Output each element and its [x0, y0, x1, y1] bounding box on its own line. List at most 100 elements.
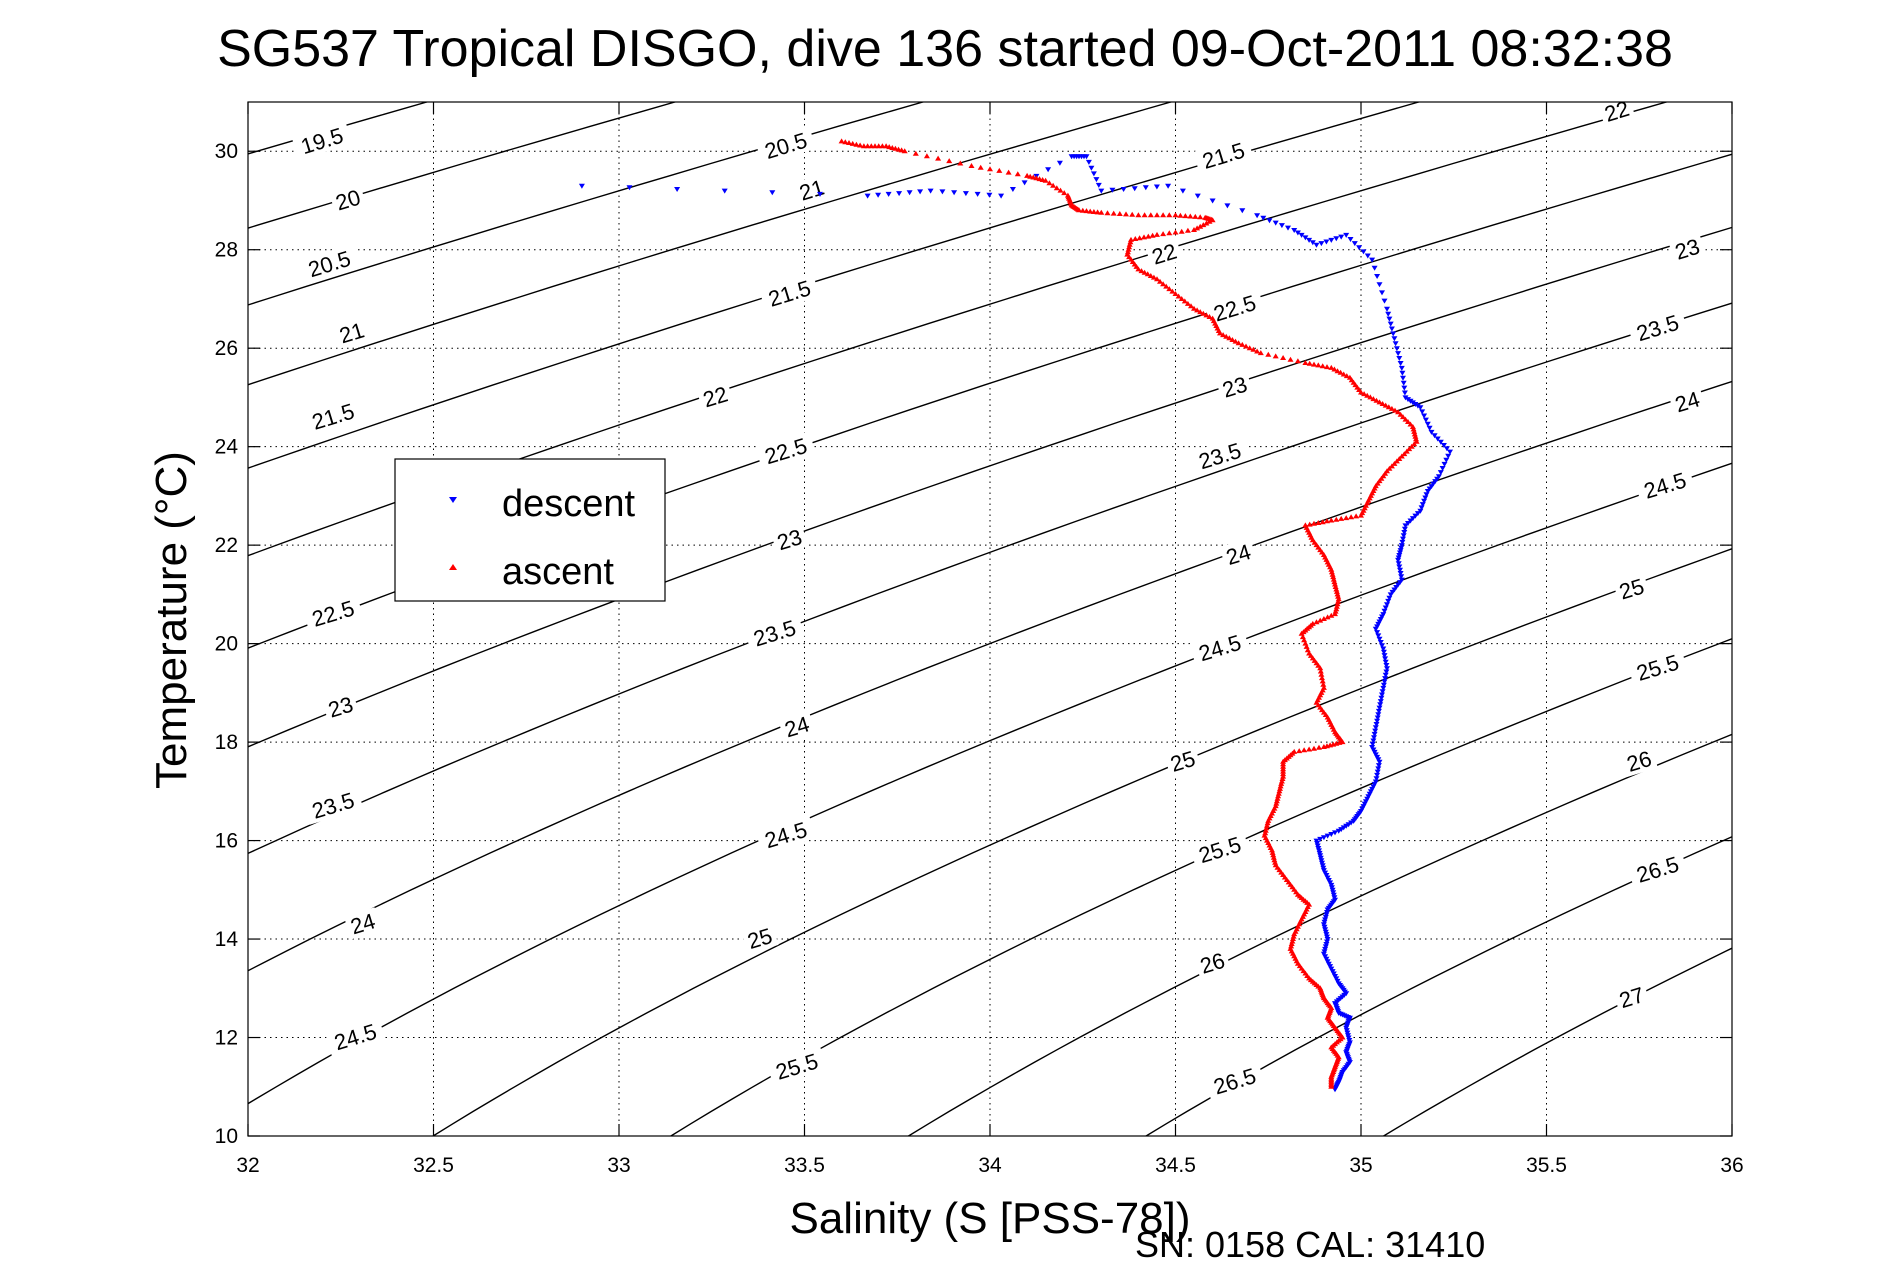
ascent-point — [1264, 822, 1270, 828]
descent-point — [1056, 160, 1063, 166]
descent-point — [1324, 833, 1331, 839]
ascent-point — [1379, 401, 1386, 406]
density-contour-label: 22.5 — [755, 430, 816, 471]
descent-point — [1423, 492, 1430, 498]
contour-label-backing — [755, 814, 816, 855]
descent-point — [1083, 154, 1090, 160]
descent-point — [1239, 208, 1246, 214]
descent-point — [1009, 187, 1016, 192]
descent-point — [1400, 536, 1406, 542]
ascent-point — [1187, 213, 1194, 219]
ascent-point — [1160, 212, 1167, 218]
descent-point — [1395, 557, 1402, 563]
descent-point — [927, 188, 934, 194]
ascent-point — [1311, 745, 1317, 751]
descent-point — [1320, 835, 1327, 841]
descent-point — [1375, 708, 1382, 714]
descent-point — [1382, 659, 1389, 665]
descent-point — [1376, 636, 1383, 642]
ascent-point — [1274, 795, 1281, 801]
ascent-point — [1319, 363, 1326, 369]
descent-point — [1401, 526, 1408, 532]
descent-point — [1333, 236, 1340, 242]
ascent-point — [1294, 358, 1301, 364]
descent-point — [1409, 400, 1416, 406]
ascent-point — [838, 138, 845, 144]
descent-point — [1400, 533, 1407, 539]
descent-point — [1379, 689, 1386, 695]
descent-point — [1095, 182, 1102, 188]
ascent-point — [1149, 232, 1156, 238]
contour-label-backing — [755, 125, 816, 166]
ascent-point — [1328, 517, 1335, 523]
descent-point — [1386, 595, 1393, 601]
ascent-point — [1315, 362, 1322, 368]
descent-point — [1165, 183, 1172, 189]
ascent-point — [846, 140, 852, 145]
descent-point — [885, 191, 892, 197]
ascent-point — [1229, 337, 1236, 342]
y-axis-label: Temperature (°C) — [147, 451, 196, 789]
descent-point — [1364, 253, 1371, 259]
ascent-point — [1311, 520, 1317, 526]
descent-point — [1098, 188, 1105, 194]
ascent-point — [1335, 593, 1342, 599]
density-contour-label: 26 — [1620, 744, 1658, 777]
descent-point — [1439, 466, 1446, 471]
ascent-point — [1191, 227, 1197, 232]
descent-point — [1260, 215, 1267, 221]
axis-ticks: 32 32.5 33 33.5 34 34.5 35 35.5 36 10 12 14 16 18 20 22… — [215, 102, 1744, 1177]
ascent-point — [1324, 518, 1330, 524]
descent-point — [578, 183, 585, 189]
density-contour-line — [248, 302, 1732, 855]
descent-point — [1338, 234, 1345, 240]
descent-point — [1278, 223, 1285, 229]
descent-point — [626, 185, 633, 191]
descent-point — [1377, 702, 1384, 708]
legend-ascent-label: ascent — [502, 551, 614, 593]
ascent-point — [1136, 235, 1143, 241]
ascent-point — [1177, 212, 1184, 218]
ascent-point — [1125, 246, 1132, 252]
descent-point — [1396, 356, 1403, 361]
contour-label-backing — [321, 690, 360, 723]
ascent-point — [1272, 353, 1279, 359]
ascent-point — [853, 141, 860, 147]
descent-point — [1120, 187, 1127, 192]
ascent-point — [1175, 293, 1182, 299]
ascent-point — [1332, 581, 1338, 587]
contour-label-backing — [1189, 435, 1250, 476]
ascent-point — [1317, 665, 1324, 671]
contour-label-backing — [1627, 849, 1688, 889]
ascent-point — [1335, 596, 1342, 602]
x-tick-label: 32 — [236, 1154, 259, 1177]
descent-point — [1391, 336, 1398, 342]
descent-point — [1383, 669, 1390, 675]
ascent-point — [1332, 584, 1339, 589]
y-tick-label: 10 — [215, 1125, 238, 1148]
descent-point — [1351, 241, 1358, 247]
ascent-point — [1276, 788, 1283, 794]
ascent-point — [1206, 218, 1213, 224]
ascent-point — [1154, 231, 1160, 237]
chart-title: SG537 Tropical DISGO, dive 136 started 0… — [217, 20, 1673, 78]
density-contour-label: 22 — [696, 380, 735, 413]
ascent-point — [1319, 678, 1326, 684]
density-contour-label: 24 — [343, 907, 382, 940]
descent-point — [1402, 523, 1409, 529]
descent-point — [1396, 564, 1403, 570]
ascent-point — [1343, 373, 1350, 379]
ascent-point — [1061, 190, 1068, 196]
contour-label-backing — [1668, 232, 1707, 265]
descent-point — [1381, 608, 1388, 614]
x-tick-label: 35 — [1349, 1154, 1372, 1177]
ascent-point — [1333, 603, 1340, 609]
y-tick-label: 26 — [215, 337, 238, 360]
descent-point — [1397, 361, 1404, 366]
descent-point — [1374, 630, 1381, 636]
contour-label-backing — [1627, 307, 1688, 348]
ascent-point — [1203, 312, 1210, 318]
descent-point — [1399, 370, 1406, 376]
contour-label-backing — [302, 785, 364, 825]
descent-point — [1328, 832, 1335, 837]
